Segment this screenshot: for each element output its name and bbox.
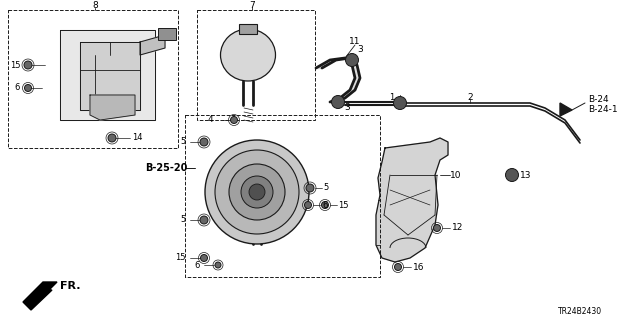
Text: 13: 13 xyxy=(520,170,531,180)
Circle shape xyxy=(205,140,309,244)
Text: 5: 5 xyxy=(180,137,186,146)
Ellipse shape xyxy=(221,29,275,81)
Bar xyxy=(197,10,315,120)
Text: 3: 3 xyxy=(357,46,363,55)
Polygon shape xyxy=(23,282,57,310)
Text: 12: 12 xyxy=(452,224,463,233)
Text: 4: 4 xyxy=(207,115,213,124)
Circle shape xyxy=(24,61,32,69)
Text: 5: 5 xyxy=(323,183,328,192)
Circle shape xyxy=(394,263,401,271)
Polygon shape xyxy=(60,30,155,120)
Circle shape xyxy=(332,95,344,108)
Circle shape xyxy=(306,184,314,192)
Circle shape xyxy=(506,168,518,182)
Text: B-25-20: B-25-20 xyxy=(145,163,188,173)
Text: 15: 15 xyxy=(10,61,20,70)
Circle shape xyxy=(24,85,31,92)
Circle shape xyxy=(229,164,285,220)
Circle shape xyxy=(394,97,406,109)
Circle shape xyxy=(433,225,440,232)
Circle shape xyxy=(241,176,273,208)
Text: 6: 6 xyxy=(322,201,328,210)
Circle shape xyxy=(249,184,265,200)
Text: 15: 15 xyxy=(175,254,186,263)
Circle shape xyxy=(200,138,208,146)
Polygon shape xyxy=(90,95,135,120)
Text: 2: 2 xyxy=(467,93,473,101)
Circle shape xyxy=(230,116,237,123)
Text: B-24: B-24 xyxy=(588,95,609,105)
Circle shape xyxy=(200,255,207,262)
Circle shape xyxy=(321,202,328,209)
Circle shape xyxy=(215,150,299,234)
Bar xyxy=(158,28,176,40)
Circle shape xyxy=(215,262,221,268)
Text: 1: 1 xyxy=(389,93,395,101)
Text: 6: 6 xyxy=(14,84,19,93)
Text: TR24B2430: TR24B2430 xyxy=(558,308,602,316)
Bar xyxy=(239,24,257,34)
Bar xyxy=(185,115,380,277)
Text: 14: 14 xyxy=(132,133,143,143)
Polygon shape xyxy=(560,103,572,116)
Circle shape xyxy=(346,54,358,66)
Polygon shape xyxy=(376,138,448,262)
Text: 8: 8 xyxy=(92,2,98,11)
Text: B-24-1: B-24-1 xyxy=(588,106,618,115)
Text: 6: 6 xyxy=(195,261,200,270)
Text: 15: 15 xyxy=(338,201,349,210)
Polygon shape xyxy=(80,42,140,110)
Text: FR.: FR. xyxy=(60,281,81,291)
Text: 5: 5 xyxy=(180,216,186,225)
Bar xyxy=(8,10,178,148)
Circle shape xyxy=(200,216,208,224)
Polygon shape xyxy=(140,35,165,55)
Circle shape xyxy=(108,134,116,142)
Text: 10: 10 xyxy=(450,170,461,180)
Text: 7: 7 xyxy=(249,1,255,10)
Circle shape xyxy=(305,202,312,209)
Text: 3: 3 xyxy=(344,102,349,112)
Text: 16: 16 xyxy=(413,263,424,271)
Text: 11: 11 xyxy=(349,38,361,47)
